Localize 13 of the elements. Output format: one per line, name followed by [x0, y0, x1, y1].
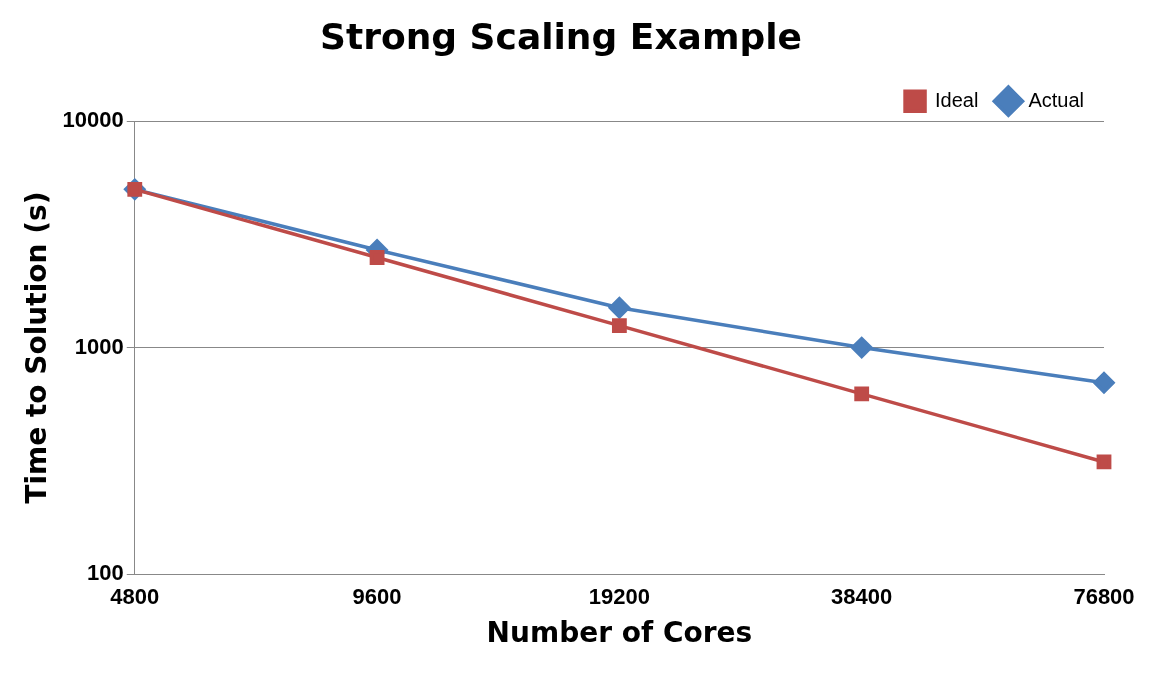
x-tick-label: 38400 — [831, 584, 893, 610]
x-tick-label: 4800 — [110, 584, 160, 610]
chart-title: Strong Scaling Example — [320, 15, 802, 57]
y-axis-title: Time to Solution (s) — [20, 191, 54, 504]
legend-label: Actual — [1028, 88, 1085, 111]
x-axis-title: Number of Cores — [486, 616, 753, 650]
x-tick-label: 19200 — [588, 584, 650, 610]
x-tick-label: 9600 — [352, 584, 402, 610]
y-tick-label: 10000 — [62, 107, 124, 133]
y-tick-label: 100 — [87, 560, 124, 586]
legend-label: Ideal — [935, 88, 979, 111]
x-tick-label: 76800 — [1073, 584, 1135, 610]
y-tick-label: 1000 — [74, 333, 124, 359]
